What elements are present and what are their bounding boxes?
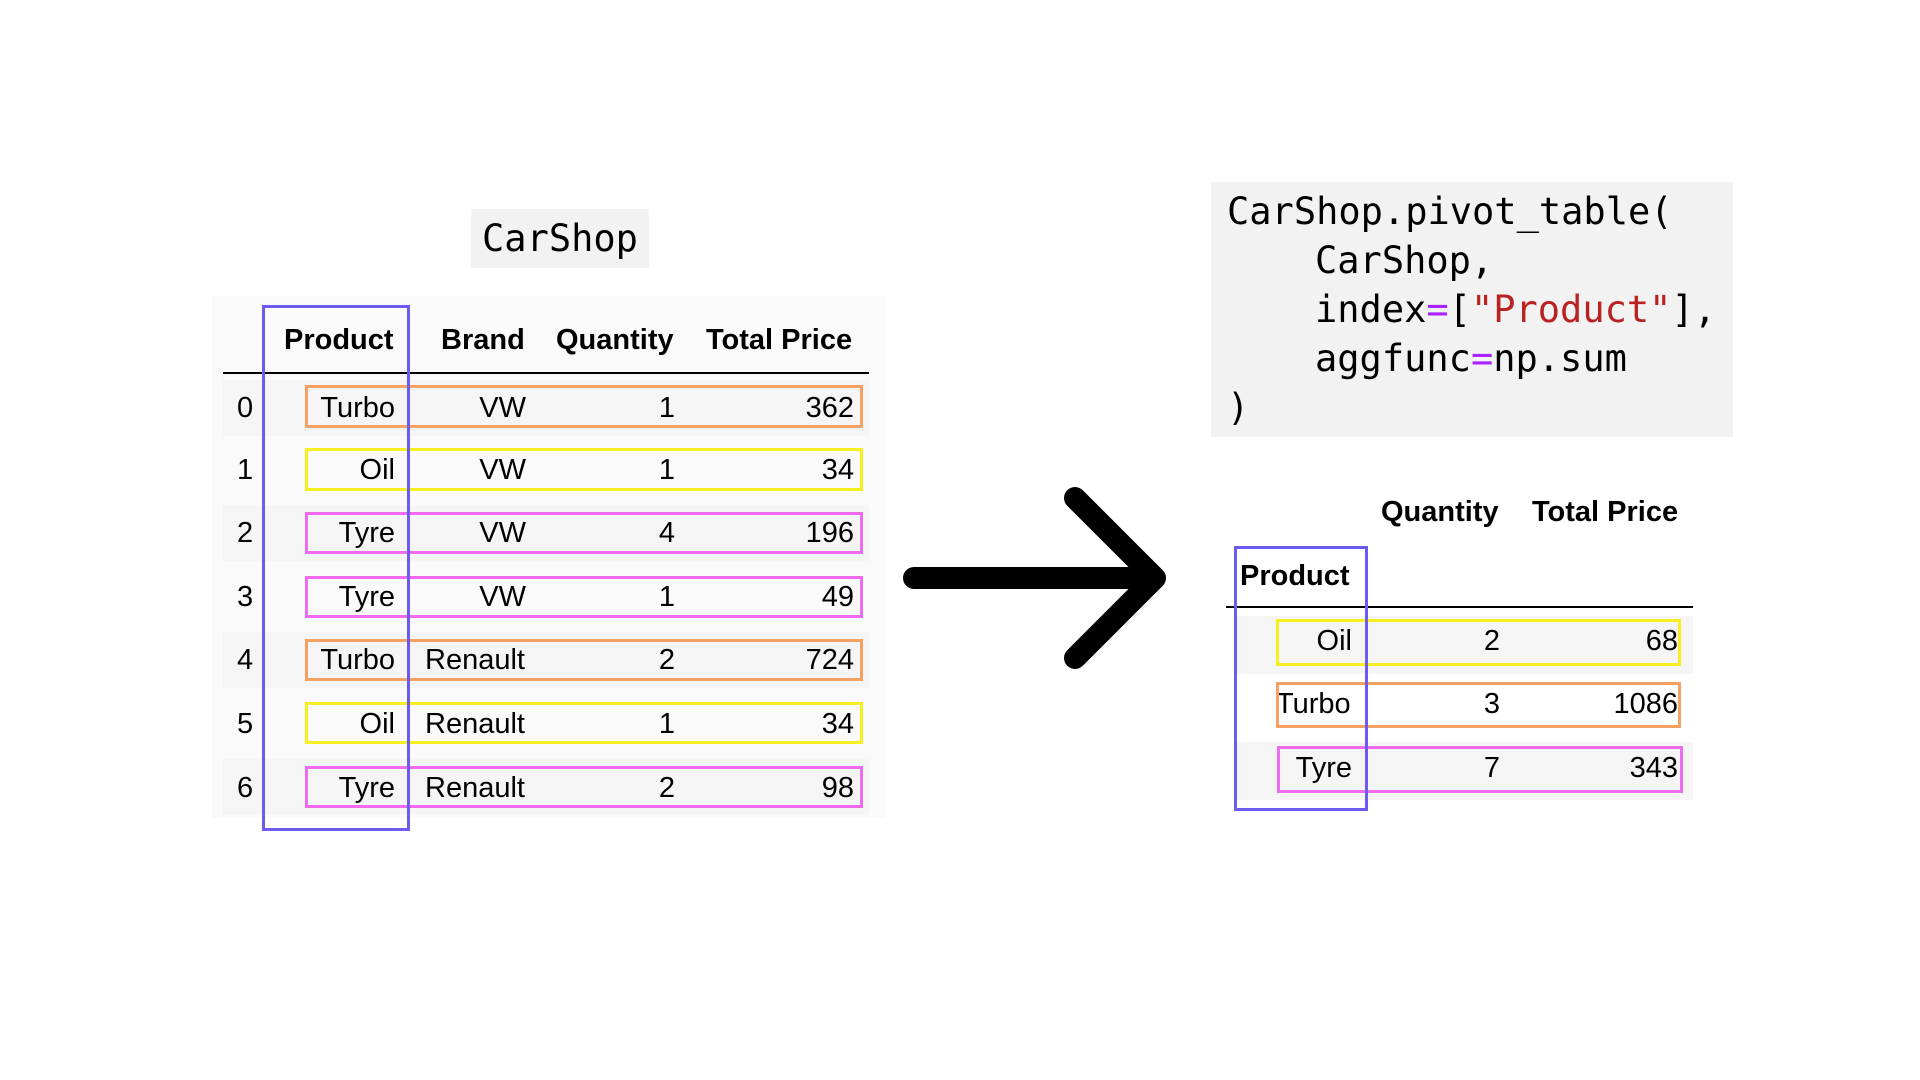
code-kw-aggfunc: aggfunc <box>1315 337 1471 380</box>
oil-row-highlight <box>305 702 863 744</box>
cell-quantity: 4 <box>658 517 675 549</box>
cell-brand: Renault <box>425 644 525 676</box>
code-call: CarShop.pivot_table( <box>1227 190 1673 233</box>
cell-total-price: 98 <box>821 772 854 804</box>
result-cell-total-price: 343 <box>1629 752 1678 784</box>
code-line: aggfunc=np.sum <box>1227 334 1733 383</box>
cell-product: Tyre <box>338 772 395 804</box>
turbo-row-highlight <box>305 385 863 428</box>
cell-total-price: 724 <box>805 644 854 676</box>
result-cell-quantity: 3 <box>1483 688 1500 720</box>
code-arg-data: CarShop, <box>1315 239 1494 282</box>
cell-product: Oil <box>359 454 395 486</box>
result-index-name: Product <box>1240 560 1350 592</box>
turbo-row-highlight <box>1276 682 1681 728</box>
cell-product: Turbo <box>320 392 395 424</box>
code-string: "Product" <box>1470 288 1672 331</box>
row-index: 4 <box>237 644 254 676</box>
cell-quantity: 2 <box>658 644 675 676</box>
column-header-total-price: Total Price <box>706 324 853 356</box>
result-header-quantity: Quantity <box>1381 496 1499 528</box>
result-cell-total-price: 68 <box>1645 625 1678 657</box>
result-cell-total-price: 1086 <box>1613 688 1678 720</box>
cell-quantity: 1 <box>658 392 675 424</box>
tyre-row-highlight <box>1277 746 1683 793</box>
cell-total-price: 49 <box>821 581 854 613</box>
cell-product: Oil <box>359 708 395 740</box>
cell-brand: VW <box>479 581 526 613</box>
code-line: CarShop, <box>1227 236 1733 285</box>
turbo-row-highlight <box>305 639 863 681</box>
result-cell-product: Turbo <box>1276 688 1351 720</box>
result-cell-quantity: 2 <box>1483 625 1500 657</box>
code-close-paren: ) <box>1227 386 1250 429</box>
code-line: index=["Product"], <box>1227 285 1733 334</box>
row-index: 3 <box>237 581 254 613</box>
tyre-row-highlight <box>305 512 863 554</box>
code-equals: = <box>1426 288 1449 331</box>
tyre-row-highlight <box>305 766 863 808</box>
oil-row-highlight <box>1276 619 1681 666</box>
cell-brand: VW <box>479 392 526 424</box>
cell-quantity: 1 <box>658 581 675 613</box>
code-kw-index: index <box>1315 288 1427 331</box>
code-line: CarShop.pivot_table( <box>1227 187 1733 236</box>
cell-quantity: 2 <box>658 772 675 804</box>
right-arrow-icon <box>903 487 1166 669</box>
product-index-highlight <box>1234 546 1368 811</box>
cell-product: Turbo <box>320 644 395 676</box>
cell-total-price: 362 <box>805 392 854 424</box>
result-header-rule <box>1226 606 1693 608</box>
source-table-name: CarShop <box>471 209 649 268</box>
result-cell-product: Oil <box>1316 625 1352 657</box>
cell-brand: Renault <box>425 772 525 804</box>
cell-total-price: 196 <box>805 517 854 549</box>
row-index: 1 <box>237 454 254 486</box>
code-bracket-close: ], <box>1671 288 1716 331</box>
row-index: 2 <box>237 517 254 549</box>
oil-row-highlight <box>305 448 863 491</box>
cell-brand: VW <box>479 517 526 549</box>
row-index: 5 <box>237 708 254 740</box>
code-bracket-open: [ <box>1448 288 1471 331</box>
cell-total-price: 34 <box>821 708 854 740</box>
column-header-quantity: Quantity <box>556 324 674 356</box>
column-header-brand: Brand <box>441 324 525 356</box>
result-cell-quantity: 7 <box>1483 752 1500 784</box>
cell-quantity: 1 <box>658 708 675 740</box>
cell-brand: VW <box>479 454 526 486</box>
cell-total-price: 34 <box>821 454 854 486</box>
code-equals: = <box>1470 337 1494 380</box>
header-rule <box>223 372 869 374</box>
cell-quantity: 1 <box>658 454 675 486</box>
result-cell-product: Tyre <box>1295 752 1352 784</box>
row-index: 6 <box>237 772 254 804</box>
pivot-table-code: CarShop.pivot_table( CarShop, index=["Pr… <box>1211 182 1733 437</box>
tyre-row-highlight <box>305 576 863 618</box>
column-header-product: Product <box>284 324 394 356</box>
result-header-total-price: Total Price <box>1532 496 1679 528</box>
cell-product: Tyre <box>338 517 395 549</box>
product-column-highlight <box>262 305 410 831</box>
code-line: ) <box>1227 383 1733 432</box>
cell-product: Tyre <box>338 581 395 613</box>
row-index: 0 <box>237 392 254 424</box>
cell-brand: Renault <box>425 708 525 740</box>
code-aggfunc-value: np.sum <box>1493 337 1627 380</box>
